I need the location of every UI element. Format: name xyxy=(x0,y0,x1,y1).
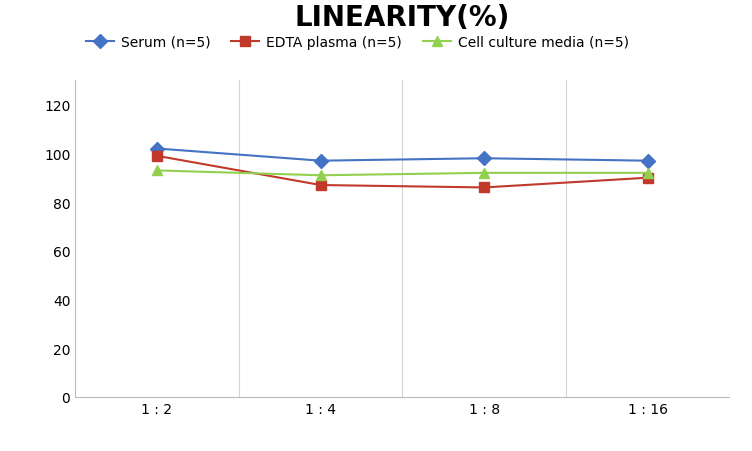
Cell culture media (n=5) xyxy=(643,171,652,176)
Cell culture media (n=5) xyxy=(480,171,489,176)
EDTA plasma (n=5) xyxy=(153,154,162,159)
Legend: Serum (n=5), EDTA plasma (n=5), Cell culture media (n=5): Serum (n=5), EDTA plasma (n=5), Cell cul… xyxy=(82,31,632,54)
EDTA plasma (n=5) xyxy=(480,185,489,191)
Line: Cell culture media (n=5): Cell culture media (n=5) xyxy=(152,166,653,181)
Cell culture media (n=5) xyxy=(316,173,325,179)
EDTA plasma (n=5) xyxy=(643,175,652,181)
Serum (n=5) xyxy=(316,159,325,164)
Serum (n=5) xyxy=(153,147,162,152)
Line: Serum (n=5): Serum (n=5) xyxy=(152,144,653,166)
Cell culture media (n=5) xyxy=(153,168,162,174)
EDTA plasma (n=5) xyxy=(316,183,325,189)
Line: EDTA plasma (n=5): EDTA plasma (n=5) xyxy=(152,152,653,193)
Title: LINEARITY(%): LINEARITY(%) xyxy=(295,4,510,32)
Serum (n=5) xyxy=(643,159,652,164)
Serum (n=5) xyxy=(480,156,489,161)
